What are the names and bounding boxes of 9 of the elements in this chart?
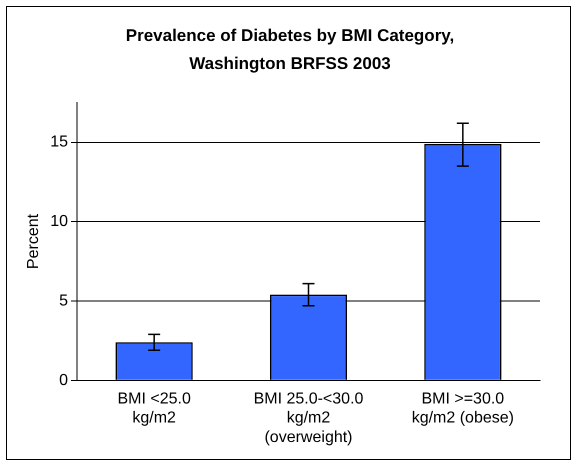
- y-tick-label: 0: [59, 372, 68, 389]
- x-tick-label: BMI >=30.0 kg/m2 (obese): [412, 390, 514, 427]
- y-tick-label: 10: [50, 213, 68, 230]
- x-tick-label: BMI <25.0 kg/m2: [117, 390, 191, 427]
- x-tick-label: BMI 25.0-<30.0 kg/m2 (overweight): [254, 390, 364, 446]
- y-tick-label: 5: [59, 292, 68, 310]
- y-tick-label: 15: [50, 134, 68, 151]
- y-axis-title: Percent: [25, 213, 42, 270]
- chart-title: Prevalence of Diabetes by BMI Category, Washington BRFSS 2003: [124, 25, 456, 75]
